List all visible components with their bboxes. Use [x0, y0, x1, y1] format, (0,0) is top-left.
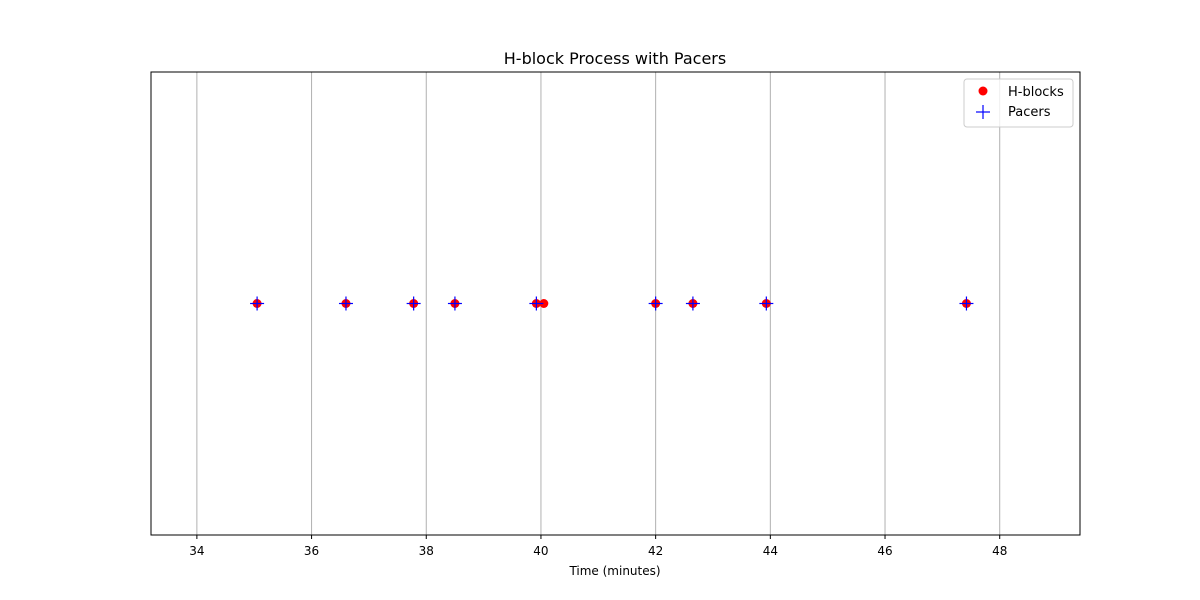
- legend-box: [963, 78, 1074, 128]
- grid-lines: [196, 72, 1001, 535]
- pacer-point: [529, 296, 544, 311]
- data-points: [250, 296, 974, 311]
- legend-pacers-marker: [976, 105, 990, 119]
- x-tick-label: 44: [763, 544, 778, 558]
- pacer-point: [959, 296, 974, 311]
- x-axis-ticks: 34 36 38 40 42 44 46 48: [189, 535, 1007, 558]
- legend-hblocks-label: H-blocks: [1008, 85, 1064, 100]
- x-tick-label: 42: [648, 544, 663, 558]
- x-tick-label: 38: [419, 544, 434, 558]
- x-axis-label: Time (minutes): [568, 564, 660, 578]
- x-tick-label: 40: [533, 544, 548, 558]
- x-tick-label: 36: [304, 544, 319, 558]
- hblock-point: [539, 299, 549, 308]
- pacer-point: [447, 296, 462, 311]
- chart-title: H-block Process with Pacers: [504, 49, 726, 68]
- pacer-point: [406, 296, 421, 311]
- plot-frame: [150, 71, 1081, 536]
- pacer-point: [648, 296, 663, 311]
- pacer-point: [250, 296, 265, 311]
- x-tick-label: 48: [992, 544, 1007, 558]
- pacer-point: [759, 296, 774, 311]
- legend-hblocks-marker: [978, 86, 988, 96]
- x-tick-label: 34: [189, 544, 204, 558]
- pacer-point: [338, 296, 353, 311]
- pacer-point: [685, 296, 700, 311]
- x-tick-label: 46: [877, 544, 892, 558]
- legend-pacers-label: Pacers: [1008, 105, 1051, 120]
- legend: H-blocks Pacers: [963, 78, 1074, 128]
